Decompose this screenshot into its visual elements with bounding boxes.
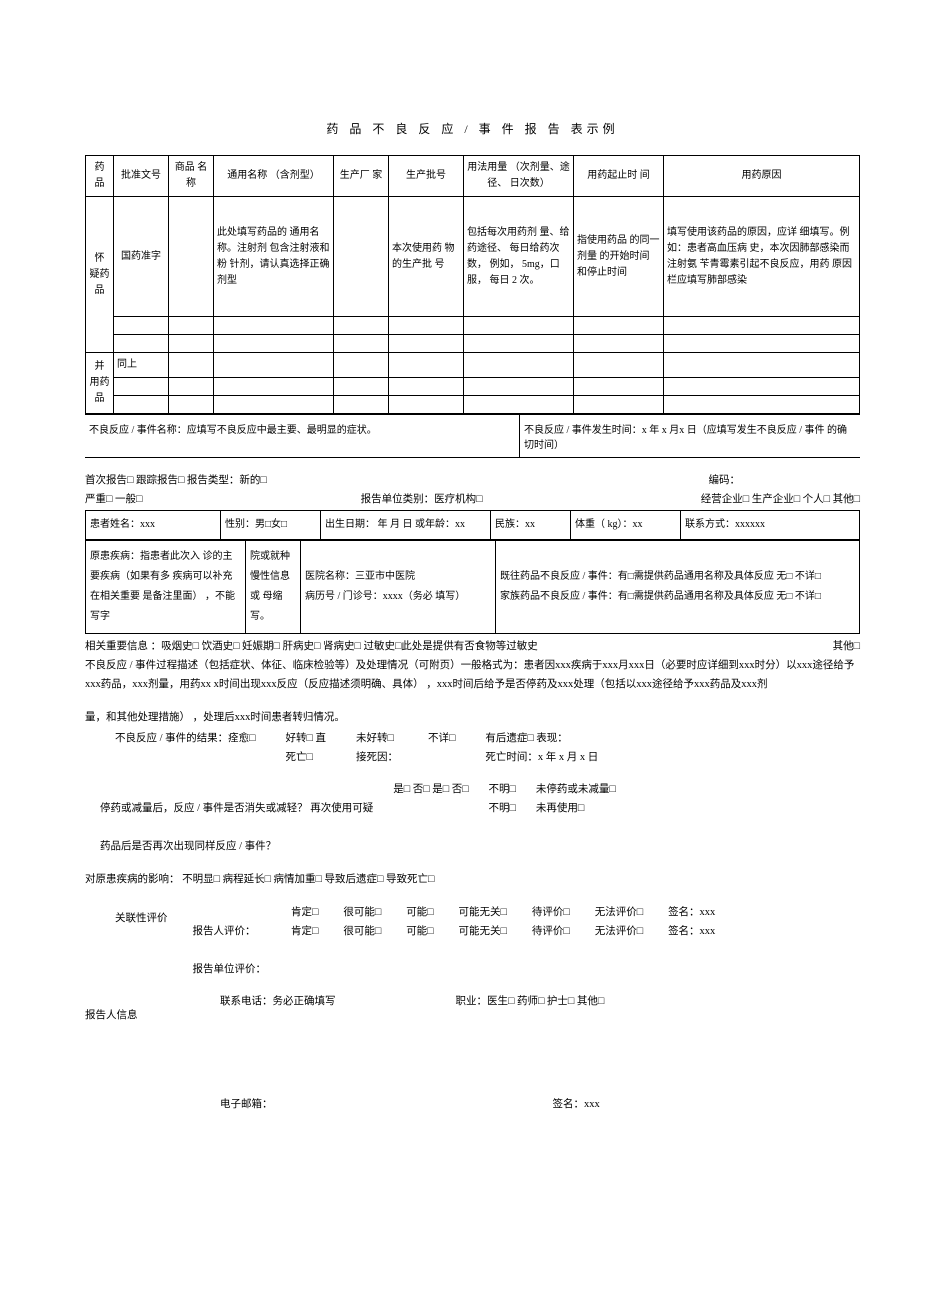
patient-birth: 出生日期： 年 月 日 或年龄：xx [321,511,491,540]
reporter-label: 报告人信息 [85,993,220,1026]
result-sequelae: 有后遗症□ 表现： 死亡时间：x 年 x 月 x 日 [485,730,598,768]
event-name: 不良反应 / 事件名称：应填写不良反应中最主要、最明显的症状。 [85,414,519,457]
reporter-email: 电子邮箱： [220,1096,273,1115]
disease-table: 原患疾病：指患者此次入 诊的主要疾病（如果有多 疾病可以补充在相关重要 是备注里… [85,540,860,634]
eval-reporter: 报告人评价： [193,926,256,937]
important-other: 其他□ [833,638,860,653]
eval-ops: 肯定□ 肯定□ [291,904,318,980]
eval-ops6: 无法评价□ 无法评价□ [595,904,643,980]
eval-ops3: 可能□ 可能□ [406,904,433,980]
stop-a3: 未停药或未减量□ 未再使用□ [536,781,616,857]
eval-label: 关联性评价 [115,904,168,980]
report-type: 首次报告□ 跟踪报告□ 报告类型：新的□ [85,472,267,487]
result-label: 不良反应 / 事件的结果：痊愈□ [115,730,256,768]
header-manufacturer: 生产厂 家 [334,156,389,197]
drug-table: 药 品 批准文号 商品 名称 通用名称 （含剂型） 生产厂 家 生产批号 用法用… [85,155,860,414]
report-unit-type: 报告单位类别：医疗机构□ [361,491,483,506]
suspect-label: 怀 疑药品 [86,197,114,353]
patient-gender: 性别：男□女□ [221,511,321,540]
patient-weight: 体重（ kg）：xx [571,511,681,540]
stop-q1: 停药或减量后，反应 / 事件是否消失或减轻？ 再次使用可疑 [100,803,373,814]
patient-contact: 联系方式：xxxxxx [681,511,860,540]
header-batch: 生产批号 [389,156,464,197]
result-options: 好转□ 直 死亡□ [286,730,326,768]
reporter-sign: 签名：xxx [273,1096,600,1115]
suspect-approval: 国药准字 [114,197,169,317]
suspect-timing: 指使用药品 的同一剂量 的开始时间 和停止时间 [574,197,664,317]
suspect-genericname: 此处填写药品的 通用名称。注射剂 包含注射液和粉 针剂，请认真选择正确剂型 [214,197,334,317]
concurrent-label: 并 用药品 [86,353,114,414]
patient-table: 患者姓名：xxx 性别：男□女□ 出生日期： 年 月 日 或年龄：xx 民族：x… [85,510,860,540]
report-severity: 严重□ 一般□ [85,491,142,506]
eval-ops5: 待评价□ 待评价□ [532,904,570,980]
disease-history: 既往药品不良反应 / 事件：有□需提供药品通用名称及具体反应 无□ 不详□ 家族… [496,541,860,634]
stop-a1: 是□ 否□ 是□ 否□ [393,781,468,857]
result-options2: 未好转□ 接死因： [356,730,398,768]
header-dosage: 用法用量 （次剂量、途径、 日次数） [464,156,574,197]
header-approval: 批准文号 [114,156,169,197]
stop-a2: 不明□ 不明□ [489,781,516,857]
header-genericname: 通用名称 （含剂型） [214,156,334,197]
reporter-profession: 职业：医生□ 药师□ 护士□ 其他□ [336,993,605,1026]
disease-history1: 既往药品不良反应 / 事件：有□需提供药品通用名称及具体反应 无□ 不详□ [500,567,855,587]
reporter-phone: 联系电话：务必正确填写 [220,993,336,1026]
suspect-batch: 本次使用药 物的生产批 号 [389,197,464,317]
process-desc2: 量，和其他处理措施） ，处理后xxx时间患者转归情况。 [85,709,860,728]
disease-hospital-type: 院或就种慢性信息或 母缩写。 [246,541,301,634]
important-info: 相关重要信息 ：吸烟史□ 饮酒史□ 妊娠期□ 肝病史□ 肾病史□ 过敏史□此处是… [85,638,538,653]
disease-hospital: 医院名称：三亚市中医院 病历号 / 门诊号：xxxx（务必 填写） [301,541,496,634]
header-drug: 药 品 [86,156,114,197]
eval-sign: 签名：xxx 签名：xxx [668,904,715,980]
header-timing: 用药起止时 间 [574,156,664,197]
report-unit-type2: 经营企业□ 生产企业□ 个人□ 其他□ [701,491,860,506]
impact-line: 对原患疾病的影响： 不明显□ 病程延长□ 病情加重□ 导致后遗症□ 导致死亡□ [85,871,860,890]
patient-name: 患者姓名：xxx [86,511,221,540]
stop-q2: 药品后是否再次出现同样反应 / 事件？ [100,841,276,852]
page-title: 药 品 不 良 反 应 / 事 件 报 告 表示例 [85,120,860,137]
concurrent-sameabove: 同上 [114,353,169,378]
eval-unit: 报告单位评价： [193,964,267,975]
eval-ops4: 可能无关□ 可能无关□ [459,904,507,980]
event-time: 不良反应 / 事件发生时间：x 年 x 月x 日（应填写发生不良反应 / 事件 … [519,414,860,457]
header-tradename: 商品 名称 [169,156,214,197]
process-desc: 不良反应 / 事件过程描述（包括症状、体征、临床检验等）及处理情况（可附页）一般… [85,657,860,695]
suspect-manufacturer-cell [334,197,389,317]
eval-ops2: 很可能□ 很可能□ [343,904,381,980]
header-reason: 用药原因 [664,156,860,197]
suspect-tradename-cell [169,197,214,317]
report-code: 编码： [709,472,861,487]
patient-ethnic: 民族：xx [491,511,571,540]
disease-history2: 家族药品不良反应 / 事件：有□需提供药品通用名称及具体反应 无□ 不详□ [500,587,855,607]
suspect-reason: 填写使用该药品的原因，应详 细填写。例如：患者高血压病 史，本次因肺部感染而注射… [664,197,860,317]
result-options3: 不详□ [428,730,455,768]
disease-primary: 原患疾病：指患者此次入 诊的主要疾病（如果有多 疾病可以补充在相关重要 是备注里… [86,541,246,634]
suspect-dosage: 包括每次用药剂 量、给药途径、 每日给药次数， 例如， 5mg，口服， 每日 2… [464,197,574,317]
